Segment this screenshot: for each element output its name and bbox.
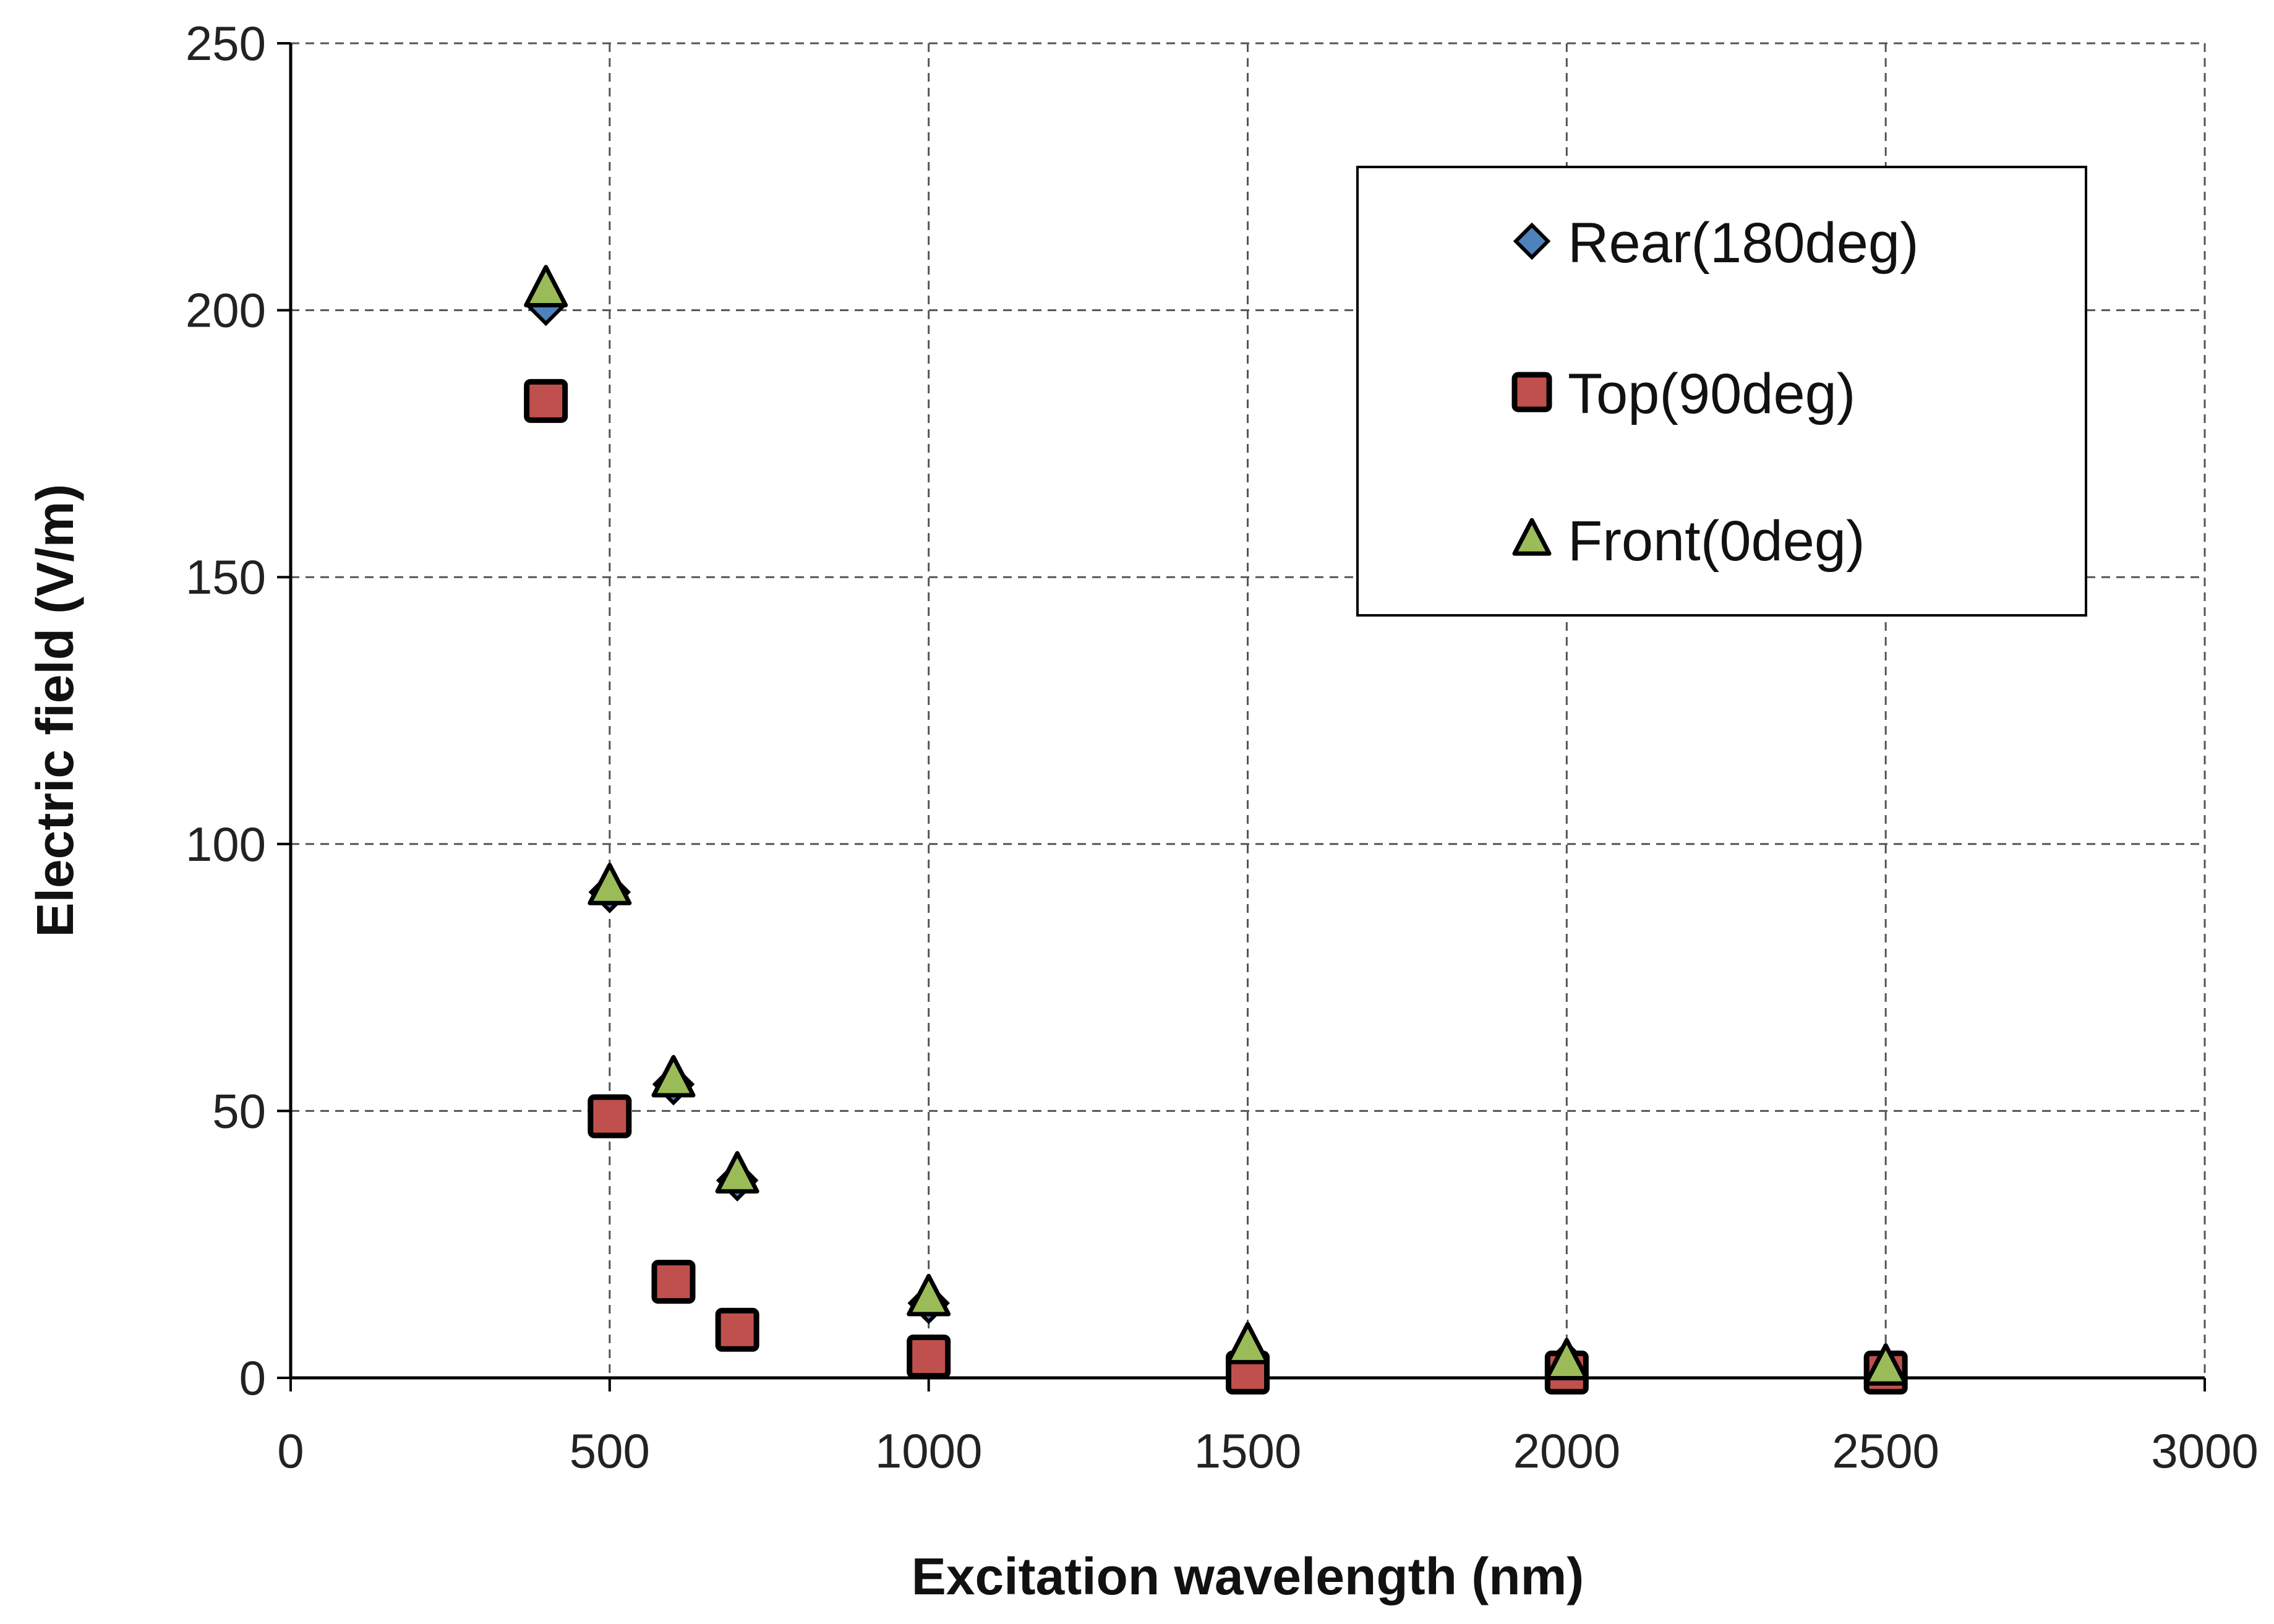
x-tick-label: 500 bbox=[570, 1424, 650, 1478]
x-tick-label: 3000 bbox=[2151, 1424, 2259, 1478]
y-tick-label: 100 bbox=[186, 817, 266, 871]
legend-diamond-marker bbox=[1513, 222, 1551, 260]
triangle-point bbox=[1863, 1343, 1908, 1386]
triangle-point bbox=[1226, 1322, 1270, 1365]
y-tick-label: 200 bbox=[186, 283, 266, 338]
triangle-point bbox=[1544, 1338, 1589, 1380]
triangle-point bbox=[651, 1054, 696, 1098]
triangle-point bbox=[715, 1151, 759, 1194]
y-tick-label: 0 bbox=[239, 1351, 266, 1405]
x-tick-label: 2500 bbox=[1832, 1424, 1939, 1478]
legend-label: Front(0deg) bbox=[1568, 510, 1865, 573]
square-point bbox=[907, 1334, 951, 1378]
square-point bbox=[651, 1260, 696, 1304]
y-tick-label: 50 bbox=[212, 1083, 266, 1138]
x-tick-label: 0 bbox=[277, 1424, 304, 1478]
legend-item: Top(90deg) bbox=[1511, 362, 1855, 425]
legend-item: Rear(180deg) bbox=[1513, 212, 1919, 275]
square-point bbox=[588, 1094, 632, 1139]
legend-label: Top(90deg) bbox=[1568, 362, 1855, 425]
legend-square-marker bbox=[1511, 372, 1552, 412]
data-points bbox=[524, 265, 1908, 1395]
triangle-point bbox=[907, 1273, 951, 1317]
square-point bbox=[524, 378, 568, 423]
x-tick-label: 1000 bbox=[875, 1424, 983, 1478]
legend-label: Rear(180deg) bbox=[1568, 212, 1919, 275]
triangle-point bbox=[588, 863, 632, 905]
square-point bbox=[715, 1307, 759, 1352]
y-axis-title: Electric field (V/m) bbox=[26, 484, 84, 938]
x-tick-label: 1500 bbox=[1194, 1424, 1302, 1478]
triangle-point bbox=[524, 265, 568, 307]
legend-box bbox=[1356, 166, 2087, 617]
legend-triangle-marker bbox=[1512, 518, 1552, 556]
x-axis-title: Excitation wavelength (nm) bbox=[912, 1547, 1584, 1605]
legend: Rear(180deg) Top(90deg) Front(0deg) bbox=[1356, 166, 2087, 617]
legend-item: Front(0deg) bbox=[1512, 510, 1865, 573]
x-tick-label: 2000 bbox=[1513, 1424, 1621, 1478]
series-triangle bbox=[524, 265, 1908, 1386]
y-tick-label: 250 bbox=[186, 16, 266, 71]
y-tick-label: 150 bbox=[186, 550, 266, 604]
